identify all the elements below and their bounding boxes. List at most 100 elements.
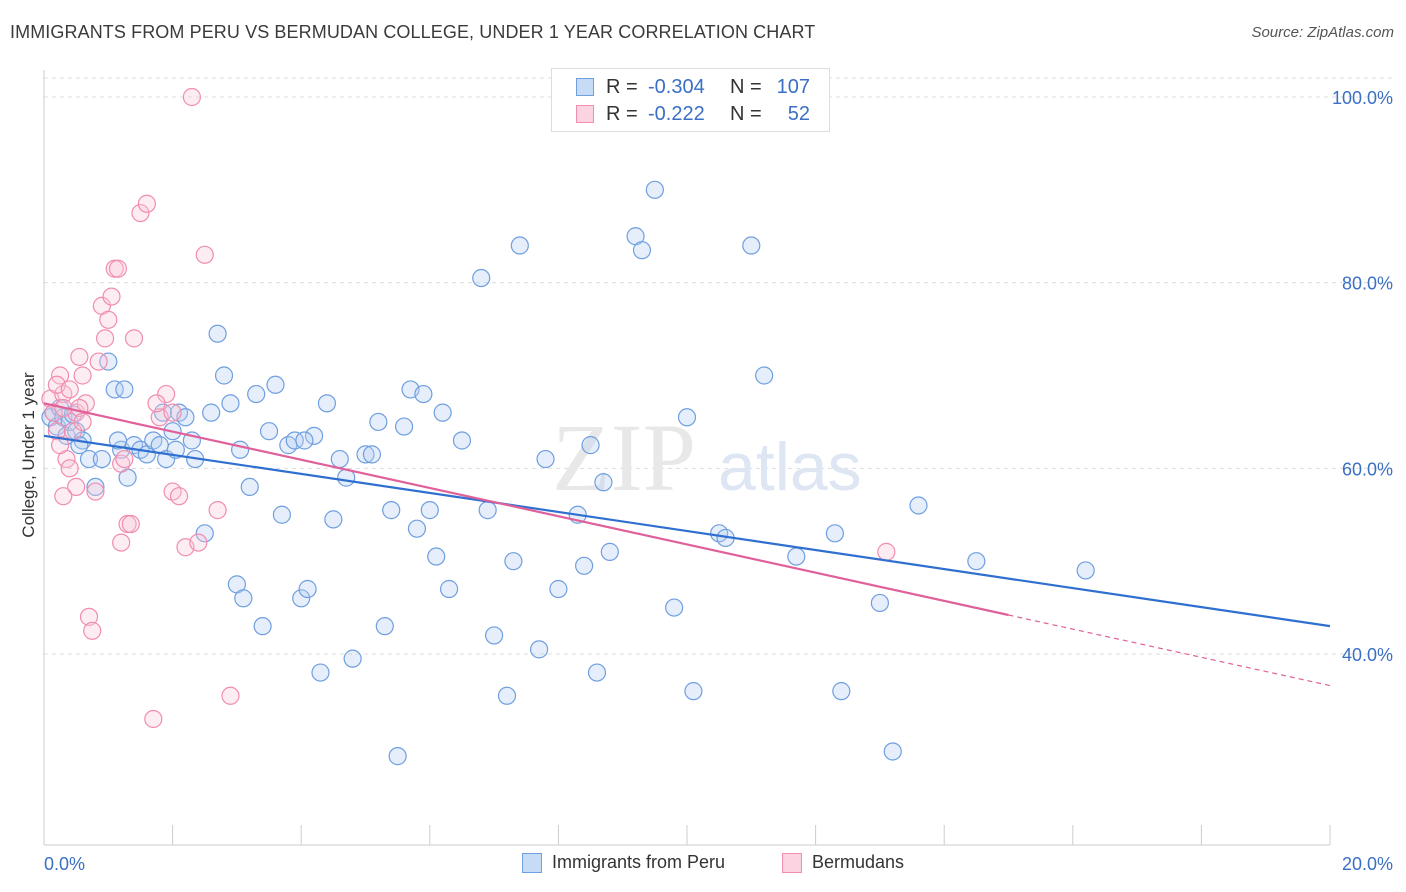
peru-point — [427, 547, 446, 566]
bermudans-point — [99, 310, 118, 329]
peru-point — [99, 352, 118, 371]
peru-point — [530, 640, 549, 659]
peru-point — [452, 431, 472, 450]
bermudans-point — [108, 259, 128, 278]
bermudans-point — [877, 542, 896, 561]
bermudans-point — [102, 287, 121, 306]
series-peru — [41, 180, 1095, 766]
bermudans-point — [89, 352, 108, 371]
peru-point — [292, 589, 311, 608]
peru-point — [832, 682, 851, 701]
peru-point — [221, 394, 240, 413]
peru-point — [304, 426, 324, 445]
peru-point — [382, 501, 401, 520]
peru-point — [600, 542, 619, 561]
peru-point — [362, 445, 382, 464]
bermudans-point — [131, 203, 150, 223]
legend-n-value: 52 — [787, 102, 810, 125]
peru-point — [478, 501, 497, 520]
stats-legend: R = -0.304 N = 107 R = -0.222 N = 52 — [551, 68, 830, 132]
watermark-zip: ZIP — [552, 404, 696, 511]
peru-point — [240, 477, 259, 496]
legend-swatch-bermudans — [576, 105, 594, 123]
peru-point — [909, 496, 928, 515]
peru-point — [439, 579, 459, 599]
y-tick-label: 40.0% — [1342, 645, 1393, 665]
bermudans-point — [163, 403, 182, 422]
legend-row-peru: R = -0.304 N = 107 — [576, 75, 810, 99]
peru-point — [684, 682, 703, 701]
peru-point — [632, 241, 652, 260]
peru-point — [677, 408, 697, 427]
legend-label-bermudans: Bermudans — [812, 852, 905, 872]
peru-point — [295, 431, 314, 450]
legend-n-label: N = — [730, 102, 762, 125]
bermudans-point — [112, 533, 131, 552]
peru-point — [86, 477, 105, 496]
bermudans-point — [60, 459, 79, 478]
y-axis-label: College, Under 1 year — [19, 372, 38, 538]
peru-point — [581, 436, 600, 455]
bermudans-point — [137, 194, 156, 213]
peru-point — [504, 552, 523, 571]
x-tick-label: 0.0% — [44, 854, 85, 874]
peru-point — [645, 180, 664, 199]
peru-point — [549, 579, 568, 599]
bermudans-point — [44, 403, 63, 422]
peru-point — [510, 236, 529, 255]
peru-point — [870, 593, 890, 613]
legend-swatch-peru — [576, 78, 594, 96]
legend-row-bermudans: R = -0.222 N = 52 — [576, 102, 810, 126]
bermudans-point — [95, 329, 115, 348]
peru-point — [375, 617, 394, 636]
legend-item-peru: Immigrants from Peru — [522, 852, 725, 873]
y-tick-label: 60.0% — [1342, 459, 1393, 479]
peru-point — [587, 663, 607, 682]
peru-point — [825, 524, 844, 543]
peru-point — [208, 324, 227, 343]
bermudans-point — [86, 482, 105, 501]
bermudans-point — [67, 477, 86, 496]
legend-n-value: 107 — [776, 75, 810, 98]
chart-title: IMMIGRANTS FROM PERU VS BERMUDAN COLLEGE… — [10, 22, 816, 42]
bermudans-point — [121, 514, 140, 534]
bermudans-point — [124, 329, 144, 348]
peru-point — [259, 422, 279, 441]
peru-point — [388, 747, 407, 766]
peru-point — [369, 412, 388, 432]
legend-label-peru: Immigrants from Peru — [552, 852, 726, 872]
bermudans-point — [47, 422, 66, 441]
peru-point — [202, 403, 221, 422]
peru-point — [247, 384, 266, 404]
peru-point — [311, 663, 330, 682]
axes — [43, 70, 1331, 846]
peru-point — [272, 505, 292, 524]
peru-point — [665, 598, 684, 617]
peru-point — [253, 617, 272, 636]
peru-point — [414, 384, 433, 404]
peru-point — [195, 524, 214, 543]
grid-lines — [44, 77, 1395, 655]
tick-labels: 100.0% 80.0% 60.0% 40.0% 0.0% 20.0% — [44, 88, 1393, 874]
legend-swatch-bermudans — [782, 852, 802, 873]
peru-point — [317, 394, 337, 413]
bermudans-point — [189, 533, 208, 552]
series-legend: Immigrants from Peru Bermudans — [0, 852, 1406, 876]
legend-n-label: N = — [730, 75, 762, 98]
peru-point — [298, 579, 317, 599]
series-bermudans — [41, 87, 896, 729]
bermudans-point — [50, 436, 70, 455]
bermudans-point — [115, 449, 134, 469]
bermudans-point — [73, 366, 92, 385]
peru-point — [967, 552, 986, 571]
peru-point — [755, 366, 774, 385]
y-tick-label: 80.0% — [1342, 274, 1393, 294]
trend-line-bermudans-extension — [1008, 614, 1331, 687]
peru-point — [285, 431, 304, 450]
bermudans-point — [83, 621, 102, 640]
y-tick-label: 100.0% — [1332, 88, 1393, 108]
bermudans-point — [73, 412, 92, 432]
legend-r-label: R = — [606, 75, 638, 98]
legend-r-value: -0.304 — [648, 75, 705, 98]
